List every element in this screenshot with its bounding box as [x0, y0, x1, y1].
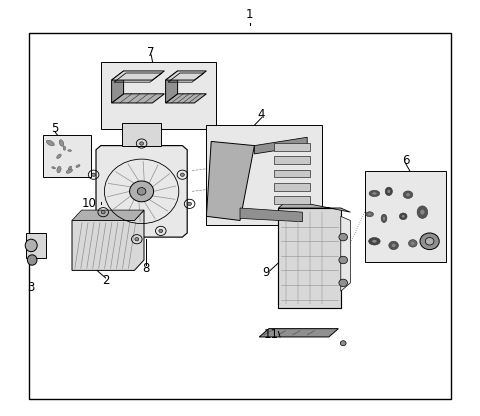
Ellipse shape [383, 217, 385, 220]
Text: 10: 10 [82, 197, 96, 210]
Ellipse shape [339, 279, 348, 287]
Ellipse shape [68, 150, 72, 151]
Bar [278, 208, 341, 308]
Bar [43, 135, 91, 177]
Ellipse shape [381, 214, 387, 223]
Ellipse shape [57, 154, 61, 158]
Text: 1: 1 [246, 8, 253, 21]
Text: 9: 9 [263, 266, 270, 279]
Ellipse shape [25, 239, 37, 252]
Bar [101, 62, 216, 129]
Ellipse shape [403, 191, 413, 198]
Ellipse shape [366, 212, 373, 217]
Ellipse shape [68, 166, 72, 171]
Ellipse shape [140, 142, 144, 145]
Bar [122, 123, 161, 146]
Polygon shape [72, 210, 144, 270]
Ellipse shape [76, 165, 80, 167]
Ellipse shape [137, 188, 146, 195]
Polygon shape [240, 208, 302, 222]
Ellipse shape [417, 206, 428, 218]
Bar [365, 171, 446, 262]
Ellipse shape [368, 213, 371, 215]
Ellipse shape [66, 169, 72, 173]
Polygon shape [206, 141, 254, 220]
Text: 2: 2 [102, 274, 109, 287]
Text: 4: 4 [258, 108, 265, 121]
Ellipse shape [340, 341, 346, 346]
Ellipse shape [63, 146, 66, 150]
Ellipse shape [425, 238, 434, 245]
Ellipse shape [130, 181, 154, 202]
Polygon shape [111, 71, 164, 80]
Polygon shape [111, 71, 124, 103]
Polygon shape [166, 71, 206, 80]
Ellipse shape [372, 192, 376, 195]
Ellipse shape [52, 167, 56, 169]
Polygon shape [72, 210, 144, 220]
Bar [274, 156, 310, 164]
Polygon shape [111, 94, 164, 103]
Ellipse shape [372, 240, 377, 243]
Text: 3: 3 [27, 280, 35, 294]
Ellipse shape [57, 166, 61, 173]
Text: 11: 11 [264, 328, 279, 342]
Polygon shape [166, 94, 206, 103]
Ellipse shape [408, 240, 417, 247]
Ellipse shape [180, 173, 184, 176]
Bar [26, 233, 46, 258]
Ellipse shape [339, 256, 348, 264]
Bar [274, 183, 310, 191]
Ellipse shape [188, 202, 192, 206]
Ellipse shape [387, 190, 390, 193]
Bar [29, 33, 451, 399]
Text: 8: 8 [143, 262, 150, 275]
Ellipse shape [369, 190, 380, 197]
Bar [274, 143, 310, 151]
Bar [274, 196, 310, 204]
Polygon shape [96, 146, 187, 237]
Text: 5: 5 [51, 122, 59, 136]
Bar [274, 170, 310, 177]
Ellipse shape [420, 233, 439, 250]
Polygon shape [259, 329, 338, 337]
Ellipse shape [402, 215, 405, 218]
Ellipse shape [406, 193, 410, 196]
Polygon shape [254, 137, 307, 154]
Ellipse shape [429, 237, 431, 242]
Ellipse shape [411, 242, 415, 245]
Ellipse shape [92, 173, 96, 176]
Ellipse shape [159, 229, 163, 233]
Ellipse shape [399, 213, 407, 220]
Text: 6: 6 [402, 154, 409, 167]
Text: 7: 7 [147, 45, 155, 59]
Ellipse shape [101, 210, 105, 214]
Ellipse shape [339, 233, 348, 241]
Ellipse shape [392, 244, 396, 247]
Ellipse shape [47, 140, 54, 146]
Ellipse shape [385, 187, 393, 196]
Ellipse shape [59, 140, 64, 146]
Ellipse shape [27, 255, 37, 265]
Ellipse shape [369, 238, 380, 245]
Ellipse shape [389, 241, 398, 250]
Ellipse shape [135, 238, 139, 241]
Ellipse shape [427, 233, 432, 245]
Ellipse shape [420, 210, 424, 215]
Polygon shape [341, 216, 350, 291]
Bar [206, 125, 322, 225]
Polygon shape [166, 71, 178, 103]
Polygon shape [278, 200, 350, 212]
